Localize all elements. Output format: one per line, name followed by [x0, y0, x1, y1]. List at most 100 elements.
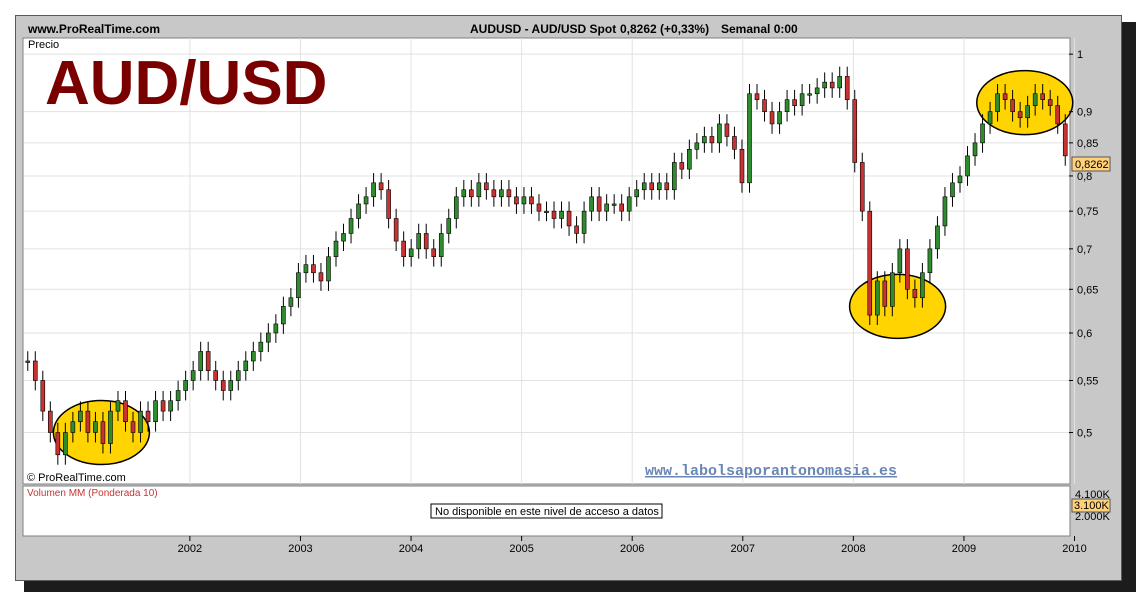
- candle-body: [679, 162, 685, 170]
- candle-body: [1025, 105, 1030, 119]
- candle-body: [837, 76, 843, 89]
- candle-body: [446, 218, 452, 234]
- candle-body: [867, 210, 873, 316]
- candle-body: [529, 196, 534, 205]
- candle-body: [408, 248, 414, 257]
- candle-body: [130, 421, 136, 433]
- candle-body: [363, 196, 369, 205]
- candle-body: [175, 390, 181, 402]
- current-price-value: 0,8262: [1075, 159, 1109, 171]
- candle-body: [709, 136, 715, 144]
- candle-body: [664, 182, 670, 191]
- candle-body: [905, 248, 910, 290]
- candle-body: [574, 225, 579, 234]
- candle-body: [348, 218, 354, 234]
- candle-body: [145, 410, 151, 423]
- y-tick-label: 0,85: [1077, 138, 1098, 150]
- candle-body: [401, 240, 406, 257]
- candle-body: [799, 93, 805, 106]
- candle-body: [762, 99, 767, 112]
- candle-body: [754, 93, 760, 100]
- y-tick-label: 0,7: [1077, 244, 1092, 256]
- candle-body: [784, 99, 790, 112]
- candle-body: [581, 210, 587, 234]
- candle-body: [205, 351, 211, 371]
- candle-body: [641, 182, 647, 191]
- quote-value: 0,8262 (+0,33%): [620, 22, 710, 36]
- x-tick-label: 2007: [731, 543, 755, 555]
- candle-body: [980, 123, 985, 144]
- candle-body: [972, 142, 978, 157]
- candle-body: [281, 306, 286, 325]
- candle-body: [611, 203, 617, 206]
- candle-body: [168, 400, 173, 412]
- candle-body: [814, 87, 820, 95]
- candle-body: [724, 123, 730, 137]
- x-tick-label: 2006: [620, 543, 644, 555]
- candle-body: [551, 210, 557, 219]
- candle-body: [273, 323, 279, 334]
- candle-body: [1040, 93, 1045, 100]
- candle-body: [198, 351, 203, 371]
- candle-body: [453, 196, 459, 219]
- candle-body: [183, 380, 188, 391]
- candle-body: [228, 380, 234, 391]
- site-link[interactable]: www.labolsaporantonomasia.es: [645, 463, 897, 480]
- candle-body: [476, 182, 482, 198]
- candle-body: [987, 111, 993, 125]
- candle-body: [935, 225, 940, 250]
- candle-body: [48, 410, 53, 433]
- highlight-ellipse: [848, 273, 947, 340]
- candle-body: [213, 370, 219, 381]
- candle-body: [995, 93, 1000, 112]
- candle-body: [957, 175, 963, 184]
- candle-body: [890, 272, 895, 307]
- candle-body: [965, 155, 970, 177]
- volume-current-tag: [1071, 498, 1111, 513]
- candle-body: [100, 421, 106, 444]
- candle-body: [942, 196, 948, 227]
- candle-body: [341, 233, 346, 242]
- candle-body: [769, 111, 775, 125]
- candle-body: [1047, 99, 1053, 106]
- candle-body: [792, 99, 797, 106]
- candle-body: [1017, 111, 1023, 119]
- candle-body: [844, 76, 850, 100]
- candle-body: [235, 370, 241, 381]
- x-tick-label: 2002: [178, 543, 202, 555]
- x-tick-label: 2003: [288, 543, 312, 555]
- candle-body: [589, 196, 594, 212]
- candle-body: [416, 233, 421, 250]
- candle-body: [521, 196, 527, 205]
- candle-body: [626, 196, 632, 212]
- candle-body: [431, 248, 437, 257]
- watermark-title: AUD/USD: [45, 49, 327, 118]
- copyright-label: © ProRealTime.com: [27, 472, 126, 484]
- candle-body: [829, 81, 835, 89]
- y-tick-label: 0,55: [1077, 375, 1098, 387]
- candle-body: [822, 81, 827, 89]
- volume-current-value: 3.100K: [1074, 500, 1110, 512]
- candle-body: [566, 210, 572, 227]
- candle-body: [852, 99, 858, 163]
- volume-panel-label: Volumen MM (Ponderada 10): [27, 488, 158, 499]
- timeframe-label: Semanal 0:00: [721, 22, 798, 36]
- candle-body: [123, 400, 128, 423]
- candle-body: [506, 189, 512, 198]
- candle-body: [371, 182, 376, 198]
- x-tick-label: 2005: [509, 543, 533, 555]
- candle-body: [461, 189, 467, 198]
- candle-body: [393, 218, 399, 242]
- volume-notice-box: [430, 503, 663, 519]
- y-tick-label: 0,8: [1077, 171, 1092, 183]
- candle-body: [63, 432, 68, 456]
- candle-body: [882, 280, 888, 307]
- candle-body: [333, 240, 339, 257]
- candle-body: [70, 421, 76, 433]
- candle-body: [78, 410, 83, 423]
- candle-body: [687, 149, 692, 170]
- candle-body: [717, 123, 722, 144]
- candle-body: [160, 400, 166, 412]
- site-name[interactable]: www.ProRealTime.com: [28, 22, 161, 36]
